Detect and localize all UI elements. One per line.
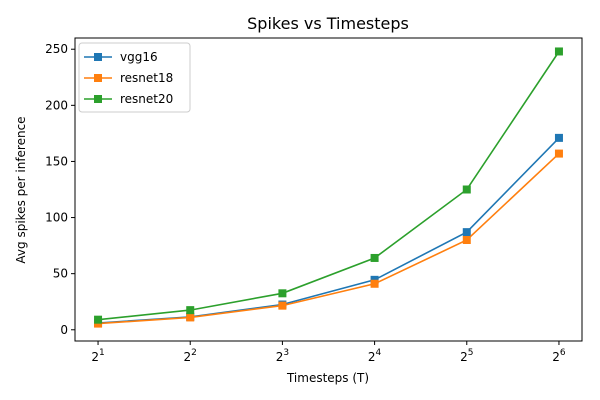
- chart-title: Spikes vs Timesteps: [247, 14, 409, 33]
- series-line-resnet20: [97, 51, 560, 321]
- legend-label: resnet20: [120, 92, 173, 106]
- data-point: [554, 133, 563, 142]
- legend-marker: [94, 74, 102, 82]
- legend-label: resnet18: [120, 71, 173, 85]
- legend-frame: [78, 42, 191, 113]
- data-point: [94, 315, 103, 324]
- plot-area: [94, 47, 563, 328]
- x-tick-label: 26: [552, 348, 566, 364]
- data-point: [278, 289, 287, 298]
- legend-item-vgg16: vgg16: [84, 50, 158, 64]
- x-tick-label: 25: [460, 348, 473, 364]
- data-point: [554, 149, 563, 158]
- series-resnet20: [94, 47, 563, 324]
- series-resnet18: [94, 149, 563, 328]
- legend-item-resnet20: resnet20: [84, 92, 173, 106]
- legend-marker: [94, 53, 102, 61]
- y-tick-label: 250: [45, 42, 68, 56]
- y-tick-label: 50: [53, 267, 68, 281]
- legend-item-resnet18: resnet18: [84, 71, 173, 85]
- x-tick-label: 21: [91, 348, 104, 364]
- legend-label: vgg16: [120, 50, 158, 64]
- x-axis: 21 22 23 24 25 26: [91, 341, 566, 364]
- data-point: [462, 228, 471, 237]
- data-point: [554, 47, 563, 56]
- legend: vgg16 resnet18 resnet20: [78, 42, 191, 113]
- y-tick-label: 200: [45, 98, 68, 112]
- series-vgg16: [94, 133, 563, 328]
- data-point: [370, 253, 379, 262]
- data-point: [186, 306, 195, 315]
- y-tick-label: 150: [45, 154, 68, 168]
- data-point: [462, 185, 471, 194]
- legend-marker: [94, 95, 102, 103]
- x-tick-label: 22: [184, 348, 197, 364]
- y-axis: 0 50 100 150 200 250: [45, 42, 75, 337]
- y-tick-label: 100: [45, 211, 68, 225]
- data-point: [186, 313, 195, 322]
- series-line-resnet18: [97, 153, 560, 325]
- data-point: [370, 279, 379, 288]
- data-point: [462, 236, 471, 244]
- y-tick-label: 0: [60, 323, 68, 337]
- x-axis-label: Timesteps (T): [286, 371, 369, 385]
- x-tick-label: 24: [368, 348, 382, 364]
- y-axis-label: Avg spikes per inference: [14, 116, 28, 263]
- data-point: [278, 301, 287, 310]
- axes-frame: [74, 37, 583, 342]
- x-tick-label: 23: [276, 348, 289, 364]
